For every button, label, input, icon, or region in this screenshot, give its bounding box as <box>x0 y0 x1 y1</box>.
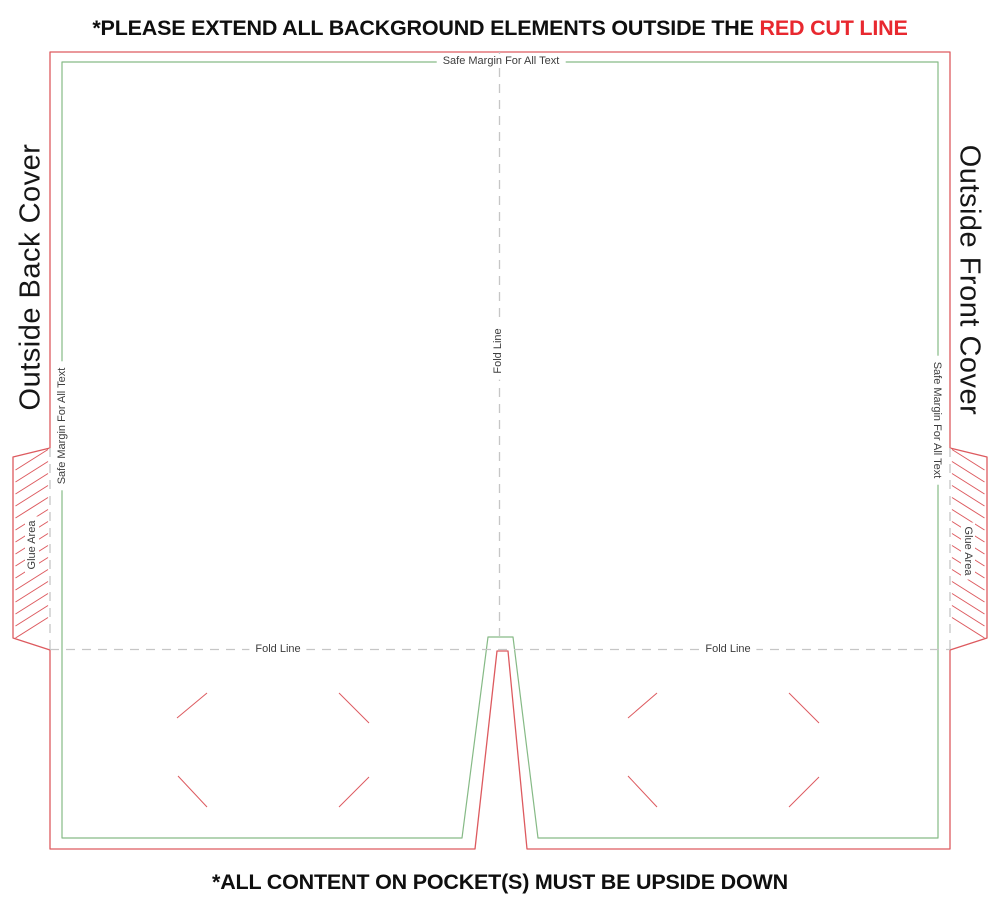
slit-top-left <box>176 692 208 719</box>
safe-margin-label-top: Safe Margin For All Text <box>436 54 566 68</box>
slit-top-right <box>338 692 370 724</box>
safe-margin-label-left: Safe Margin For All Text <box>55 361 69 491</box>
top-note-red-cut-line-text: RED CUT LINE <box>759 16 908 40</box>
outside-front-cover-label: Outside Front Cover <box>953 144 986 416</box>
slit-bottom-right <box>338 776 370 808</box>
top-note-black-text: *PLEASE EXTEND ALL BACKGROUND ELEMENTS O… <box>92 16 760 40</box>
outside-back-cover-label: Outside Back Cover <box>14 143 47 411</box>
fold-line-label-center: Fold Line <box>491 322 505 380</box>
glue-area-label-left: Glue Area <box>25 516 39 574</box>
top-instruction-note: *PLEASE EXTEND ALL BACKGROUND ELEMENTS O… <box>0 16 1000 41</box>
fold-line-label-right: Fold Line <box>699 642 757 656</box>
fold-line-label-left: Fold Line <box>249 642 307 656</box>
slit-top-left <box>627 692 658 719</box>
glue-area-label-right: Glue Area <box>961 522 975 580</box>
bottom-instruction-note: *ALL CONTENT ON POCKET(S) MUST BE UPSIDE… <box>212 870 788 894</box>
slit-bottom-left <box>177 775 208 808</box>
slit-bottom-right <box>788 776 820 808</box>
card-slits-right-pocket <box>627 692 820 808</box>
slit-top-right <box>788 692 820 724</box>
safe-margin-label-right: Safe Margin For All Text <box>930 355 944 485</box>
slit-bottom-left <box>627 775 658 808</box>
red-cut-line-path <box>12 51 988 850</box>
card-slits-left-pocket <box>176 692 370 808</box>
safe-margin-path <box>61 61 939 839</box>
